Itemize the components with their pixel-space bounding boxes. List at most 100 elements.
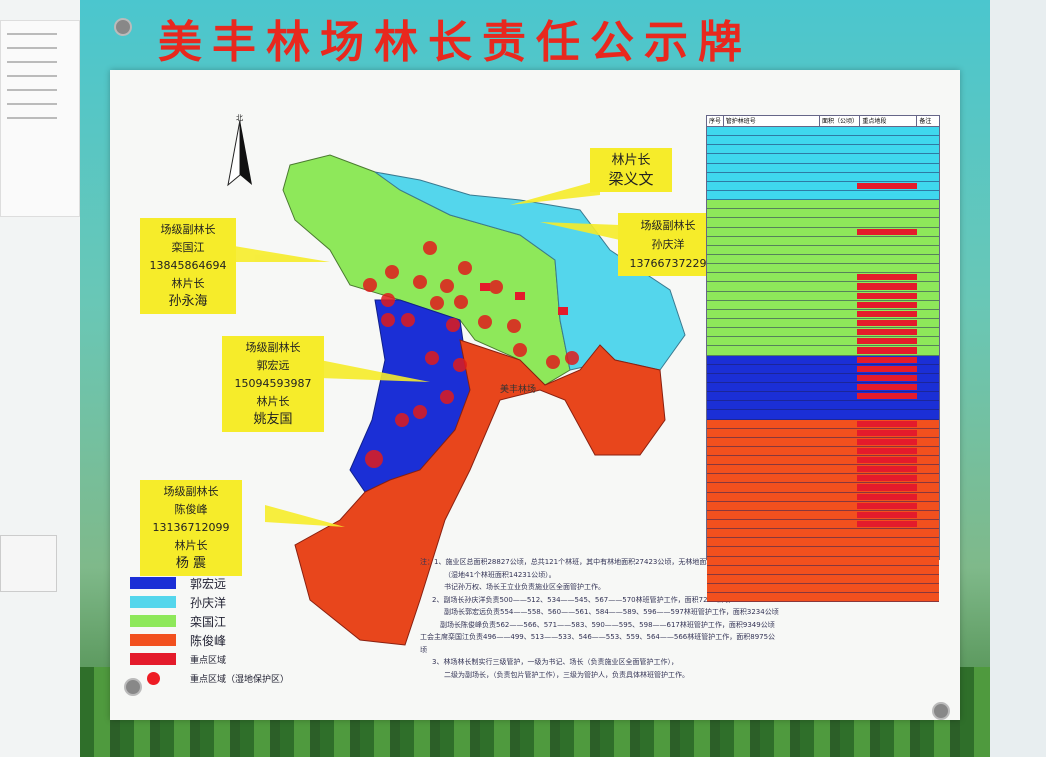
table-row (707, 309, 939, 319)
table-row (707, 245, 939, 255)
table-row (707, 218, 939, 228)
key-area-cell (857, 356, 917, 363)
table-row (707, 236, 939, 246)
table-row (707, 337, 939, 347)
label-name: 陈俊峰13136712099 (152, 503, 230, 534)
legend-item: 重点区域 (130, 650, 289, 668)
key-area-cell (857, 457, 917, 464)
key-area-squares (480, 283, 568, 315)
label-role: 林片长 (611, 153, 651, 168)
table-row (707, 465, 939, 475)
note-line: 二级为副场长，（负责包片管护工作），三级为管护人，负责具体林班管护工作。 (444, 670, 689, 679)
legend-item: 重点区域（湿地保护区） (130, 669, 289, 687)
region-chenjunfeng (294, 339, 666, 646)
column-header: 面积（公顷） (820, 116, 861, 126)
table-row (707, 282, 939, 292)
table-row (707, 529, 939, 539)
table-row (707, 200, 939, 210)
legend-label: 郭宏远 (190, 576, 227, 591)
table-row (707, 291, 939, 301)
table-row (707, 300, 939, 310)
label-pointers (228, 180, 620, 527)
table-row (707, 209, 939, 219)
table-row (707, 254, 939, 265)
label-name: 孙庆洋13766737229 (629, 238, 707, 270)
screw (124, 678, 142, 696)
table-row (707, 556, 939, 566)
column-header: 重点地段 (860, 116, 918, 126)
board-title: 美丰林场林长责任公示牌 (158, 17, 752, 68)
table-row (707, 456, 939, 466)
table-body (707, 127, 939, 603)
label-name: 梁义文 (608, 170, 654, 188)
key-area-cell (857, 228, 917, 235)
key-area-cell (857, 466, 917, 473)
note-line: 3、林场林长制实行三级管护，一级为书记、场长（负责施业区全面管护工作）， (432, 658, 678, 666)
map-center-label: 美丰林场 (500, 383, 536, 395)
column-header: 管护林班号 (724, 116, 821, 126)
legend-label: 重点区域（湿地保护区） (190, 674, 290, 685)
table-row (707, 428, 939, 438)
table-row (707, 401, 939, 411)
key-area-markers (363, 241, 579, 468)
key-area-cell (857, 493, 917, 500)
note-line: 注：1、施业区总面积28827公顷，总共121个林班，其中有林地面积27423公… (420, 558, 748, 566)
legend-item: 栾国江 (130, 612, 289, 630)
screw (932, 702, 950, 720)
label-name: 郭宏远15094593987 (234, 359, 312, 390)
table-row (707, 520, 939, 530)
table-row (707, 163, 939, 173)
table-row (707, 547, 939, 557)
table-row (707, 227, 939, 237)
table-row (707, 565, 939, 575)
table-row (707, 501, 939, 511)
key-area-cell (857, 292, 917, 299)
table-row (707, 318, 939, 329)
screw (114, 18, 132, 36)
table-row (707, 346, 939, 356)
label-luanguojiang: 场级副林长 栾国江13845864694 林片长 孙永海 (140, 218, 236, 314)
label-guohongyuan: 场级副林长 郭宏远15094593987 林片长 姚友国 (222, 336, 324, 432)
note-line: 副场长郭宏远负责554——558、560——561、584——589、596——… (444, 608, 779, 616)
key-area-cell (857, 347, 917, 354)
label-sunqingyang: 场级副林长 孙庆洋13766737229 (618, 213, 718, 276)
key-area-cell (857, 447, 917, 455)
label-name: 姚友国 (253, 412, 293, 427)
label-role: 场级副林长 (640, 219, 696, 232)
key-area-cell (857, 511, 917, 519)
note-line: 副场长陈俊峰负责562——566、571——583、590——595、598——… (440, 620, 775, 629)
key-area-cell (857, 374, 917, 381)
table-row (707, 437, 939, 447)
table-row (707, 373, 939, 383)
table-row (707, 190, 939, 201)
north-label: 北 (236, 114, 243, 122)
table-row (707, 328, 939, 338)
key-area-cell (857, 393, 917, 400)
note-line: （湿地41个林班面积14231公顷）。 (444, 570, 556, 579)
key-area-cell (857, 274, 917, 281)
legend-item: 孙庆洋 (130, 593, 289, 611)
table-row (707, 172, 939, 182)
responsibility-table: 序号 管护林班号 面积（公顷） 重点地段 备注 (706, 115, 940, 603)
label-liangyiwen: 林片长 梁义文 (590, 148, 672, 192)
table-row (707, 574, 939, 585)
table-row (707, 510, 939, 521)
table-row (707, 273, 939, 283)
table-header: 序号 管护林班号 面积（公顷） 重点地段 备注 (707, 116, 939, 127)
key-area-cell (857, 521, 917, 528)
table-row (707, 584, 939, 594)
table-row (707, 446, 939, 457)
key-area-cell (857, 182, 917, 189)
column-header: 备注 (919, 118, 932, 125)
table-row (707, 419, 939, 429)
table-row (707, 145, 939, 155)
legend-label: 陈俊峰 (190, 633, 227, 648)
table-row (707, 136, 939, 146)
key-area-cell (857, 283, 917, 290)
note-line: 工会主席栾国江负责496——499、513——533、546——553、559、… (420, 633, 776, 654)
key-area-cell (857, 301, 917, 308)
table-row (707, 181, 939, 191)
table-row (707, 483, 939, 493)
legend-swatch (130, 653, 176, 665)
